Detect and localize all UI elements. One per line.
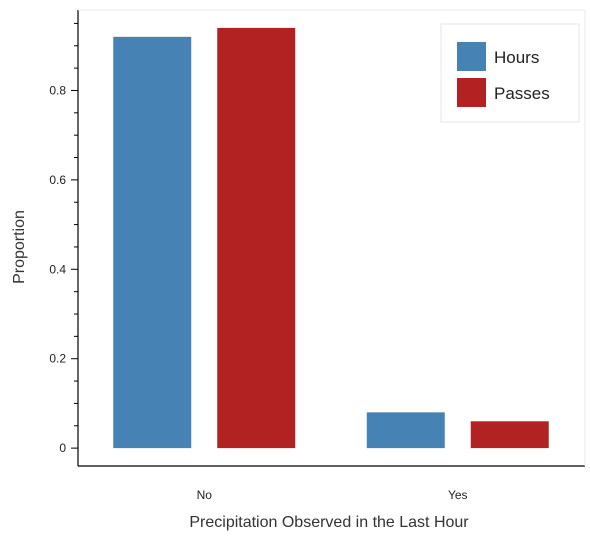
legend-swatch-passes [457, 78, 486, 107]
y-tick-label: 0.8 [49, 83, 66, 97]
legend-label-passes: Passes [494, 84, 550, 103]
y-tick-label: 0.4 [49, 262, 66, 276]
legend-label-hours: Hours [494, 48, 539, 67]
x-axis-title: Precipitation Observed in the Last Hour [189, 514, 469, 531]
legend-swatch-hours [457, 42, 486, 71]
bar-hours-yes [366, 412, 445, 449]
x-tick-label: No [197, 488, 213, 502]
bars-layer [113, 27, 549, 449]
legend-box [440, 23, 580, 123]
legend: Hours Passes [440, 23, 580, 123]
x-ticks: No Yes [197, 488, 468, 502]
axes-layer [77, 9, 586, 467]
x-tick-label: Yes [448, 488, 468, 502]
y-tick-label: 0 [59, 441, 66, 455]
y-tick-label: 0.6 [49, 173, 66, 187]
y-ticks: 0 0.2 0.4 0.6 0.8 [49, 22, 78, 455]
bar-passes-yes [470, 421, 549, 449]
y-axis-title: Proportion [11, 210, 28, 284]
bar-hours-no [113, 36, 192, 449]
y-tick-label: 0.2 [49, 352, 66, 366]
bar-passes-no [217, 27, 296, 449]
